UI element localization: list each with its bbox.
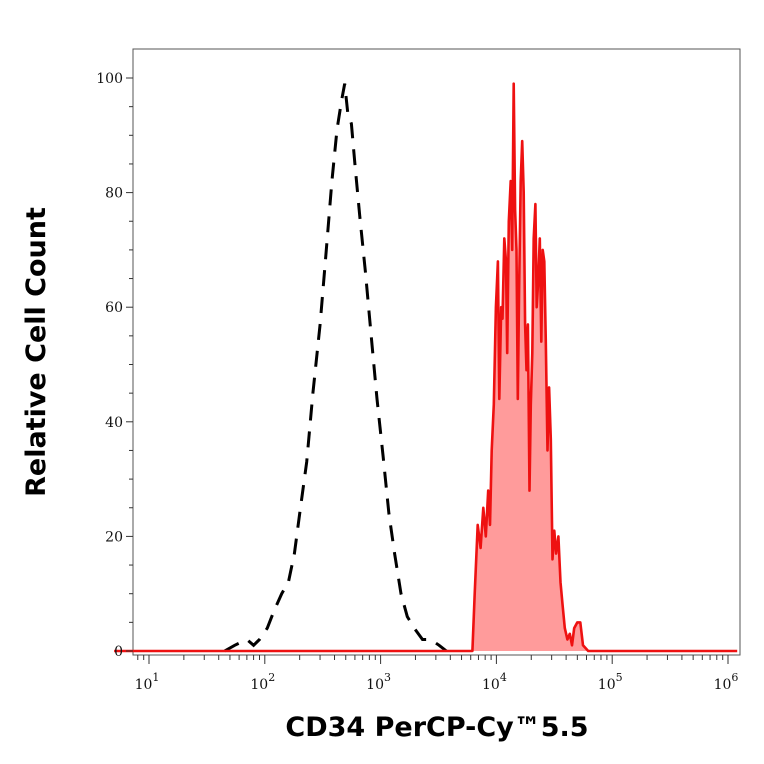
plot-border <box>132 48 741 656</box>
x-tick-label: 106 <box>714 671 739 693</box>
x-tick-label: 102 <box>250 671 275 693</box>
y-tick-label: 100 <box>96 71 123 87</box>
y-tick-label: 60 <box>105 300 123 316</box>
ticks-layer: 0 20 40 60 80 100 101 102 103 104 105 106 <box>96 71 738 693</box>
x-axis-title: CD34 PerCP-Cy™5.5 <box>285 712 588 743</box>
y-tick-label: 80 <box>105 186 123 202</box>
series-line-1 <box>114 82 738 653</box>
y-tick-label: 40 <box>105 415 123 431</box>
series-line-0 <box>223 83 448 653</box>
x-tick-label: 103 <box>366 671 391 693</box>
x-tick-label: 101 <box>135 671 160 693</box>
plot-frame <box>132 48 741 656</box>
y-tick-label: 0 <box>114 644 123 660</box>
x-tick-label: 105 <box>598 671 623 693</box>
x-tick-label: 104 <box>482 671 507 693</box>
y-tick-label: 20 <box>105 529 123 545</box>
series-area-1 <box>114 83 738 651</box>
series-layer <box>114 82 738 653</box>
y-axis-title: Relative Cell Count <box>21 207 52 497</box>
